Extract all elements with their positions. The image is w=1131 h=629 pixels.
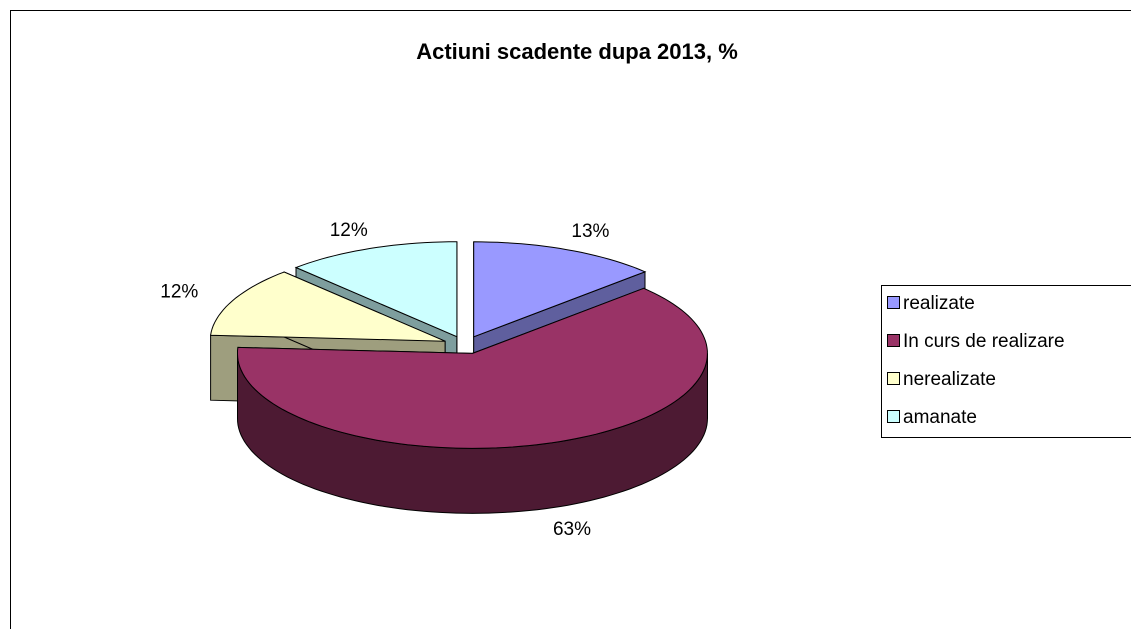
data-label: 12% [160, 282, 198, 303]
chart-title: Actiuni scadente dupa 2013, % [416, 39, 738, 64]
legend-label: amanate [903, 407, 977, 428]
legend-swatch [887, 334, 900, 347]
data-label: 13% [571, 221, 609, 242]
legend-swatch [887, 372, 900, 385]
legend-label: nerealizate [903, 369, 996, 390]
pie: 13% 63% 12% 12% [160, 220, 708, 540]
slice [237, 287, 708, 449]
legend-label: In curs de realizare [903, 331, 1065, 352]
data-label: 63% [553, 519, 591, 540]
legend-swatch [887, 296, 900, 309]
legend-box [881, 285, 1131, 438]
legend-label: realizate [903, 293, 975, 314]
legend-swatch [887, 410, 900, 423]
data-label: 12% [330, 220, 368, 241]
slice [210, 271, 446, 342]
slice [294, 241, 458, 338]
legend: realizate In curs de realizare nerealizate… [881, 285, 1131, 438]
slice [473, 241, 647, 338]
